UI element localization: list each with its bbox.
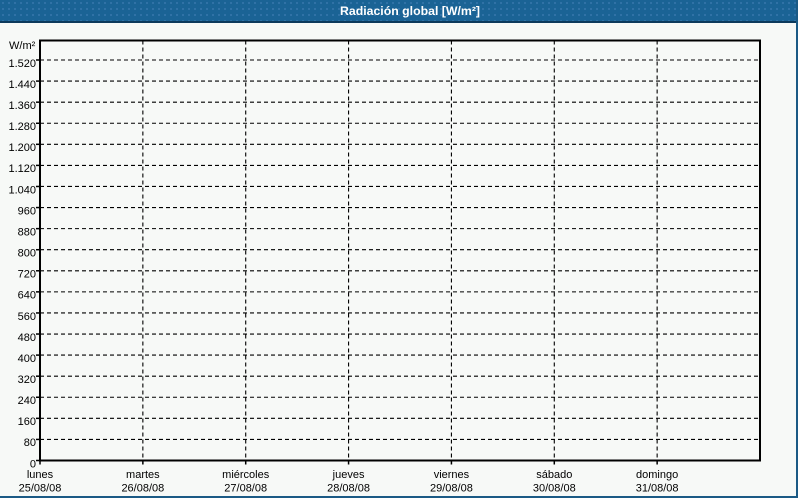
svg-text:1.440: 1.440 — [8, 79, 36, 91]
svg-text:28/08/08: 28/08/08 — [327, 483, 370, 495]
svg-text:1.120: 1.120 — [8, 163, 36, 175]
svg-text:240: 240 — [18, 395, 36, 407]
svg-text:1.280: 1.280 — [8, 121, 36, 133]
svg-text:26/08/08: 26/08/08 — [121, 483, 164, 495]
svg-text:720: 720 — [18, 269, 36, 281]
svg-text:W/m²: W/m² — [9, 40, 36, 52]
svg-text:1.360: 1.360 — [8, 100, 36, 112]
svg-text:80: 80 — [24, 437, 36, 449]
svg-text:960: 960 — [18, 205, 36, 217]
svg-text:lunes: lunes — [27, 469, 54, 481]
svg-text:domingo: domingo — [636, 469, 678, 481]
svg-text:viernes: viernes — [434, 469, 470, 481]
svg-text:800: 800 — [18, 248, 36, 260]
svg-text:27/08/08: 27/08/08 — [224, 483, 267, 495]
svg-text:29/08/08: 29/08/08 — [430, 483, 473, 495]
svg-text:martes: martes — [126, 469, 160, 481]
svg-text:400: 400 — [18, 353, 36, 365]
svg-text:640: 640 — [18, 290, 36, 302]
svg-text:880: 880 — [18, 226, 36, 238]
svg-text:30/08/08: 30/08/08 — [533, 483, 576, 495]
svg-text:31/08/08: 31/08/08 — [636, 483, 679, 495]
svg-text:560: 560 — [18, 311, 36, 323]
svg-text:25/08/08: 25/08/08 — [19, 483, 62, 495]
svg-text:1.040: 1.040 — [8, 184, 36, 196]
svg-text:160: 160 — [18, 416, 36, 428]
svg-text:jueves: jueves — [332, 469, 365, 481]
svg-text:320: 320 — [18, 374, 36, 386]
svg-text:sábado: sábado — [536, 469, 572, 481]
svg-text:1.520: 1.520 — [8, 58, 36, 70]
svg-text:1.200: 1.200 — [8, 142, 36, 154]
svg-text:480: 480 — [18, 332, 36, 344]
svg-text:miércoles: miércoles — [222, 469, 270, 481]
